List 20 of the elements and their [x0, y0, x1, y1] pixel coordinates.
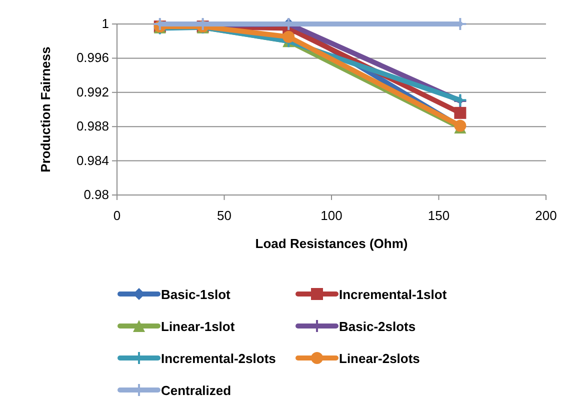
- legend-label: Linear-1slot: [161, 319, 236, 334]
- x-tick-label: 150: [428, 208, 450, 223]
- x-tick-label: 0: [113, 208, 121, 223]
- x-tick-label: 200: [535, 208, 557, 223]
- y-tick-label: 0.988: [76, 118, 109, 134]
- legend-label: Linear-2slots: [339, 351, 420, 366]
- y-axis-title: Production Fairness: [38, 46, 53, 172]
- legend-label: Basic-2slots: [339, 319, 416, 334]
- legend-label: Incremental-1slot: [339, 287, 448, 302]
- y-tick-label: 0.992: [76, 84, 109, 100]
- y-tick-label: 0.98: [84, 187, 109, 202]
- legend-label: Basic-1slot: [161, 287, 232, 302]
- x-axis-title: Load Resistances (Ohm): [255, 236, 408, 251]
- y-tick-label: 1: [102, 16, 109, 31]
- x-tick-label: 50: [217, 208, 232, 223]
- y-tick-label: 0.996: [76, 50, 109, 66]
- legend-label: Centralized: [161, 383, 232, 398]
- legend-label: Incremental-2slots: [161, 351, 276, 366]
- y-tick-label: 0.984: [76, 152, 109, 168]
- x-tick-label: 100: [320, 208, 342, 223]
